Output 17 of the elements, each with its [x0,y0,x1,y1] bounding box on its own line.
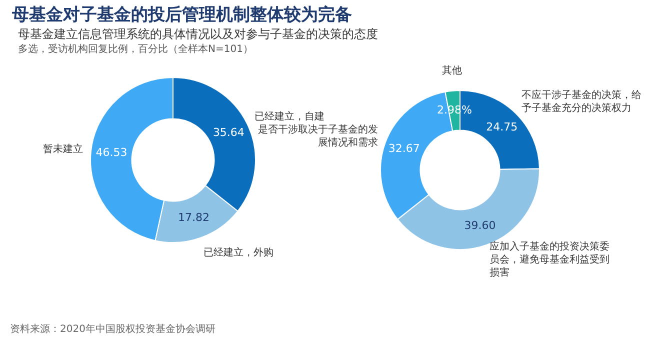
text: 资料来源：2020年中国股权投资基金协会调研 [10,322,216,336]
slice-label: 应加入子基金的投资决策委员会，避免母基金利益受到损害 [489,240,610,279]
data-label: 32.67 [388,142,420,156]
text: 多选，受访机构回复比例，百分比（全样本N=101） [18,42,253,56]
chart-title: 母基金对子基金的投后管理机制整体较为完备 [12,4,352,26]
slice-label: 是否干涉取决于子基金的发展情况和需求 [258,124,378,149]
slice-label: 不应干涉子基金的决策，给予子基金充分的决策权力 [521,89,642,114]
data-label: 17.82 [178,211,210,224]
chart-subtitle: 母基金建立信息管理系统的具体情况以及对参与子基金的决策的态度 [18,26,378,43]
slice-label: 已经建立，外购 [203,246,274,258]
slice-label: 暂未建立 [43,142,84,155]
data-label: 39.60 [464,219,496,232]
slice-label: 其他 [442,64,462,77]
slice-label: 已经建立，自建 [254,110,324,123]
data-label: 24.75 [486,120,518,134]
data-label: 35.64 [212,126,244,139]
data-label: 46.53 [96,146,128,160]
